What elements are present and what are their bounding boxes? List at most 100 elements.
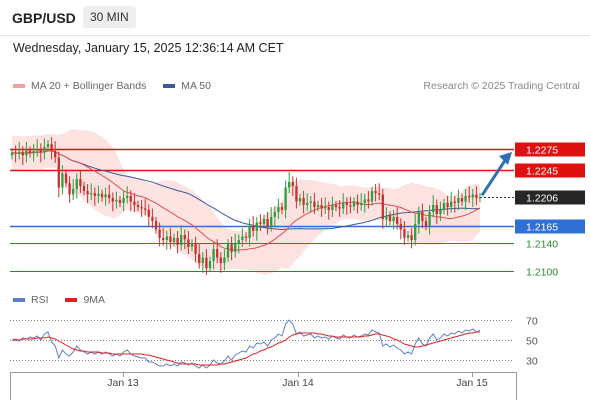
level-tag-1.2165: [515, 219, 585, 234]
legend-swatch-ma20: [13, 84, 25, 89]
legend-label-9ma: 9MA: [83, 294, 106, 306]
candle-body: [302, 198, 305, 205]
candle-body: [421, 212, 424, 222]
candle-body: [208, 261, 212, 268]
last-price-tag: [515, 190, 585, 205]
candle-body: [478, 197, 482, 199]
candle-body: [388, 215, 392, 222]
rsi-tick-50: 50: [526, 336, 538, 348]
level-tags-layer: 1.2275 1.2245 1.2165 1.2140 1.2100 1.2206: [515, 142, 585, 279]
candle-body: [374, 191, 377, 194]
candle-body: [237, 240, 240, 244]
rsi-legend: RSI 9MA: [13, 294, 119, 306]
candle-body: [406, 235, 410, 238]
candle-body: [82, 186, 86, 191]
candle-body: [90, 193, 93, 195]
x-tick-label: Jan 13: [107, 377, 139, 389]
moving-averages-layer: [11, 150, 481, 251]
candle-body: [234, 243, 237, 252]
legend-item-rsi: RSI: [13, 294, 49, 306]
candle-body: [277, 207, 280, 212]
candle-body: [169, 236, 172, 243]
candle-body: [201, 257, 204, 264]
header-divider: [0, 35, 590, 36]
legend-swatch-ma50: [163, 84, 176, 89]
candle-body: [68, 183, 71, 195]
candle-body: [403, 229, 406, 238]
ma50-line: [11, 150, 480, 231]
candle-body: [223, 257, 226, 264]
symbol-label: GBP/USD: [12, 10, 76, 26]
candle-body: [356, 201, 359, 205]
candle-body: [57, 157, 60, 188]
candle-body: [136, 205, 140, 208]
legend-label-ma20: MA 20 + Bollinger Bands: [31, 80, 147, 92]
candle-body: [100, 193, 104, 198]
candle-body: [212, 249, 215, 261]
candle-body: [270, 216, 273, 226]
candle-body: [306, 202, 309, 205]
candle-body: [50, 144, 53, 152]
candle-body: [475, 194, 478, 198]
timeframe-badge[interactable]: 30 MIN: [83, 6, 136, 28]
candle-body: [460, 198, 464, 202]
candle-body: [352, 201, 356, 207]
candle-body: [28, 150, 32, 154]
research-credit: Research © 2025 Trading Central: [423, 80, 580, 92]
candle-body: [21, 151, 24, 156]
level-tag-1.2275: [515, 142, 585, 157]
candle-body: [216, 249, 219, 258]
candle-body: [385, 215, 388, 219]
candle-body: [111, 198, 114, 202]
forecast-arrow-head: [499, 152, 512, 165]
candle-body: [428, 212, 431, 226]
candle-body: [187, 239, 190, 247]
level-tag-1.2245: [515, 163, 585, 178]
candle-body: [424, 221, 428, 226]
candle-body: [288, 181, 291, 188]
candle-body: [284, 187, 287, 210]
candle-body: [367, 199, 370, 202]
candle-body: [360, 202, 363, 205]
datetime-label: Wednesday, January 15, 2025 12:36:14 AM …: [13, 41, 284, 55]
candle-body: [162, 237, 165, 240]
candle-body: [93, 193, 96, 196]
candle-body: [72, 188, 75, 195]
candle-body: [97, 193, 100, 196]
candle-body: [320, 205, 323, 209]
candle-body: [435, 205, 438, 215]
level-label-1.2165: 1.2165: [526, 222, 558, 234]
candle-body: [316, 205, 320, 208]
candle-body: [18, 151, 21, 154]
candle-body: [331, 205, 334, 210]
candle-body: [183, 235, 186, 240]
x-tick-label: Jan 14: [282, 377, 314, 389]
forecast-arrow-shaft: [480, 158, 508, 197]
candle-body: [46, 144, 50, 147]
candle-body: [342, 202, 345, 209]
candle-body: [392, 216, 395, 222]
candle-body: [43, 146, 46, 153]
candle-body: [104, 194, 107, 198]
legend-swatch-9ma: [65, 298, 78, 303]
candle-body: [140, 207, 143, 209]
candle-body: [262, 219, 266, 224]
candle-body: [176, 237, 179, 245]
candle-body: [266, 219, 269, 226]
candle-body: [399, 223, 402, 230]
last-price-label: 1.2206: [526, 193, 558, 205]
main-legend: MA 20 + Bollinger Bands MA 50: [13, 80, 225, 92]
candle-body: [442, 202, 446, 210]
candle-body: [75, 179, 78, 189]
candle-body: [457, 198, 460, 203]
candle-body: [158, 229, 161, 238]
candle-body: [198, 254, 201, 264]
legend-swatch-rsi: [13, 298, 25, 303]
candle-body: [10, 152, 14, 156]
candle-body: [417, 212, 420, 224]
candle-body: [363, 199, 366, 203]
candle-body: [345, 202, 348, 205]
candle-body: [36, 149, 39, 152]
rsi-tick-30: 30: [526, 356, 538, 368]
